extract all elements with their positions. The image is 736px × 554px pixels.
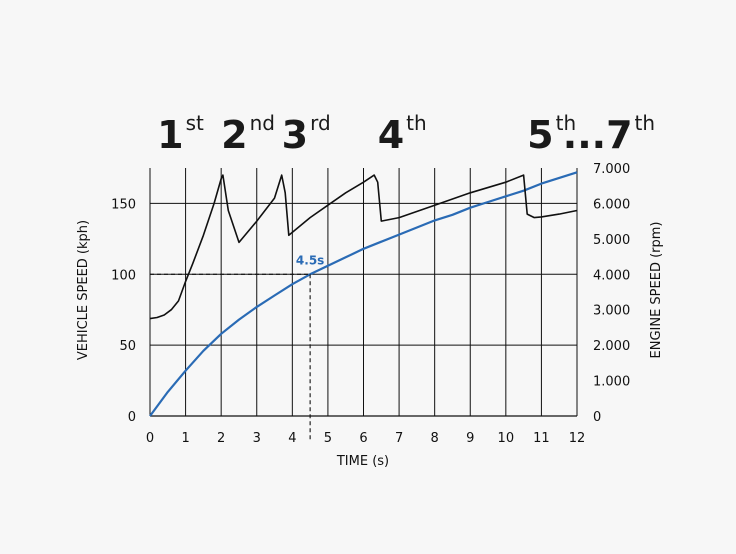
y-right-tick-label: 0 xyxy=(593,410,601,425)
y-right-tick-label: 5.000 xyxy=(593,233,630,248)
y-right-tick-label: 6.000 xyxy=(593,197,630,212)
grid xyxy=(149,168,578,417)
annotation-label: 4.5s xyxy=(296,253,324,267)
y-right-tick-label: 1.000 xyxy=(593,375,630,390)
gear-label: ...7 th xyxy=(563,111,655,157)
vehicle-speed-line xyxy=(149,171,578,417)
y-left-tick-label: 0 xyxy=(128,410,136,425)
x-tick-label: 2 xyxy=(217,431,225,446)
y-right-tick-label: 7.000 xyxy=(593,162,630,177)
x-axis-label: TIME (s) xyxy=(336,454,389,469)
y-right-tick-label: 2.000 xyxy=(593,339,630,354)
x-tick-label: 12 xyxy=(569,431,586,446)
x-tick-label: 5 xyxy=(324,431,332,446)
x-tick-label: 1 xyxy=(181,431,189,446)
y-right-axis-label: ENGINE SPEED (rpm) xyxy=(649,222,664,359)
y-left-tick-label: 100 xyxy=(111,268,136,283)
y-left-tick-label: 150 xyxy=(111,197,136,212)
x-tick-label: 7 xyxy=(395,431,403,446)
engine-speed-line xyxy=(149,174,578,320)
y-left-tick-label: 50 xyxy=(119,339,136,354)
x-tick-label: 11 xyxy=(533,431,550,446)
x-tick-label: 8 xyxy=(431,431,439,446)
ticks: 0 1 2 3 4 5 6 7 8 9 10 11 1205010015001.0002.0003.00… xyxy=(111,162,630,446)
x-tick-label: 0 xyxy=(146,431,154,446)
x-tick-label: 6 xyxy=(359,431,367,446)
x-tick-label: 4 xyxy=(288,431,296,446)
x-tick-label: 3 xyxy=(253,431,261,446)
y-left-axis-label: VEHICLE SPEED (kph) xyxy=(76,220,91,360)
series: 4.5s xyxy=(149,171,578,440)
y-right-tick-label: 3.000 xyxy=(593,304,630,319)
y-right-tick-label: 4.000 xyxy=(593,268,630,283)
x-tick-label: 9 xyxy=(466,431,474,446)
x-tick-label: 10 xyxy=(498,431,515,446)
